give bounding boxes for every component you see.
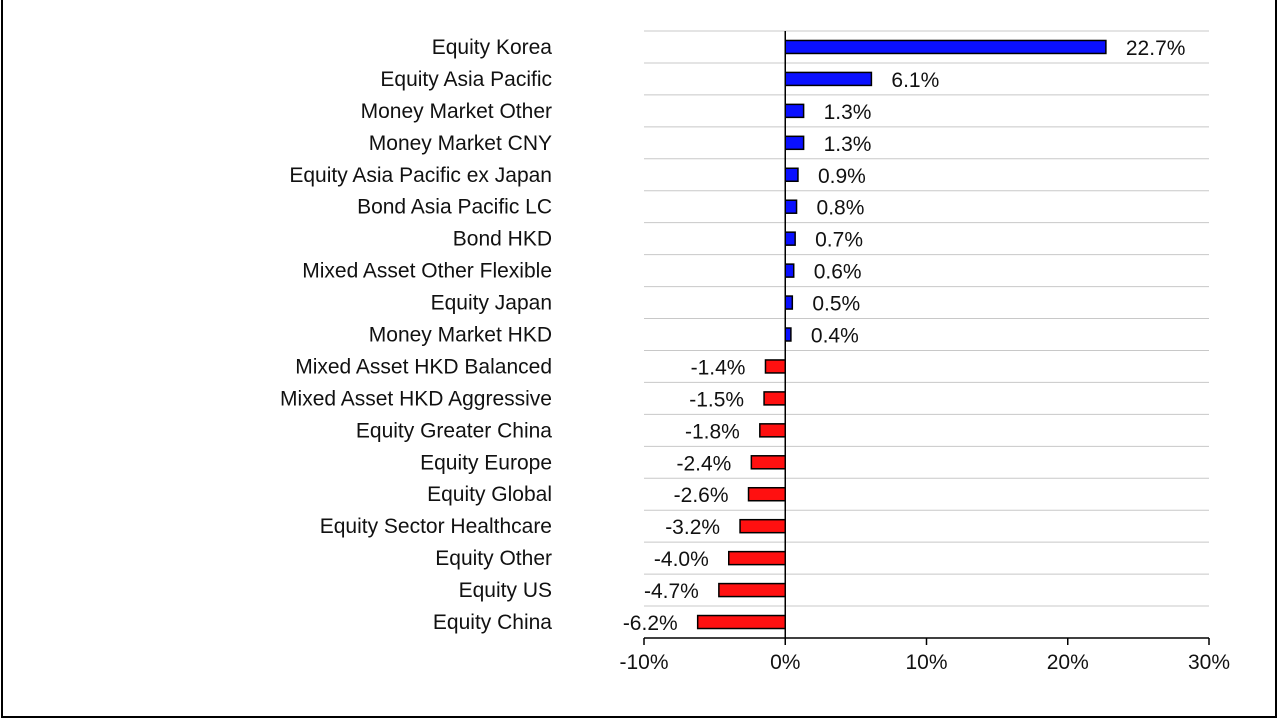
- bar: [784, 167, 799, 183]
- x-axis: -10% 0% 10% 20% 30%: [619, 31, 1230, 674]
- bar: [728, 550, 786, 566]
- category-label: Mixed Asset HKD Balanced: [295, 355, 552, 378]
- x-tick-label: 10%: [905, 651, 947, 674]
- bar: [747, 486, 787, 502]
- category-label: Equity China: [433, 611, 552, 634]
- bar: [784, 199, 798, 214]
- category-label: Equity Asia Pacific: [380, 68, 552, 91]
- bar: [784, 135, 805, 151]
- x-tick-label: 0%: [770, 651, 800, 674]
- data-label: -1.5%: [689, 388, 744, 411]
- bar: [696, 614, 786, 630]
- data-label: 0.9%: [818, 165, 866, 188]
- data-label: 1.3%: [824, 133, 872, 156]
- category-label: Money Market CNY: [369, 132, 552, 155]
- category-label: Equity Korea: [432, 36, 553, 59]
- category-label: Bond HKD: [453, 228, 552, 251]
- category-label: Mixed Asset Other Flexible: [302, 260, 552, 283]
- bar: [784, 39, 1107, 55]
- category-label: Equity Europe: [420, 451, 552, 474]
- category-labels: Equity Korea Equity Asia Pacific Money Mar…: [280, 36, 552, 634]
- x-tick-label: 20%: [1047, 651, 1089, 674]
- x-tick-label: -10%: [619, 651, 668, 674]
- data-label: 0.5%: [812, 293, 860, 316]
- bar: [739, 518, 786, 534]
- bar: [784, 295, 794, 310]
- data-label: 0.7%: [815, 229, 863, 252]
- grid-layer: [644, 30, 1209, 639]
- bar: [784, 327, 792, 342]
- category-label: Equity US: [459, 579, 552, 602]
- data-label: -1.8%: [685, 420, 740, 443]
- category-label: Bond Asia Pacific LC: [357, 196, 552, 219]
- category-label: Equity Japan: [431, 292, 552, 315]
- bar: [784, 103, 805, 119]
- data-label: -2.4%: [676, 452, 731, 475]
- bar: [718, 582, 786, 598]
- category-label: Equity Greater China: [356, 419, 552, 442]
- data-label: -2.6%: [674, 484, 729, 507]
- category-label: Equity Asia Pacific ex Japan: [289, 164, 552, 187]
- bar: [784, 231, 796, 246]
- data-label: 22.7%: [1126, 37, 1186, 60]
- bar: [759, 423, 787, 438]
- data-label: 0.4%: [811, 325, 859, 348]
- data-label: -3.2%: [665, 516, 720, 539]
- data-label: 6.1%: [891, 69, 939, 92]
- data-label: 1.3%: [824, 101, 872, 124]
- category-label: Mixed Asset HKD Aggressive: [280, 387, 552, 410]
- x-tick-label: 30%: [1188, 651, 1230, 674]
- bars-layer: [696, 39, 1107, 630]
- category-label: Money Market HKD: [369, 324, 552, 347]
- data-label: 0.8%: [817, 197, 865, 220]
- category-label: Equity Global: [427, 483, 552, 506]
- bar: [784, 71, 873, 87]
- category-label: Equity Other: [435, 547, 552, 570]
- category-label: Money Market Other: [361, 100, 552, 123]
- bar: [750, 455, 786, 470]
- data-label: -1.4%: [691, 356, 746, 379]
- value-labels: 22.7% 6.1% 1.3% 1.3% 0.9% 0.8% 0.7% 0.6% 0.5% 0.4…: [623, 37, 1186, 635]
- data-label: -6.2%: [623, 612, 678, 635]
- data-label: -4.0%: [654, 548, 709, 571]
- bar: [784, 263, 795, 278]
- data-label: 0.6%: [814, 261, 862, 284]
- data-label: -4.7%: [644, 580, 699, 603]
- bar: [763, 391, 786, 406]
- bar: [764, 359, 786, 374]
- category-label: Equity Sector Healthcare: [320, 515, 552, 538]
